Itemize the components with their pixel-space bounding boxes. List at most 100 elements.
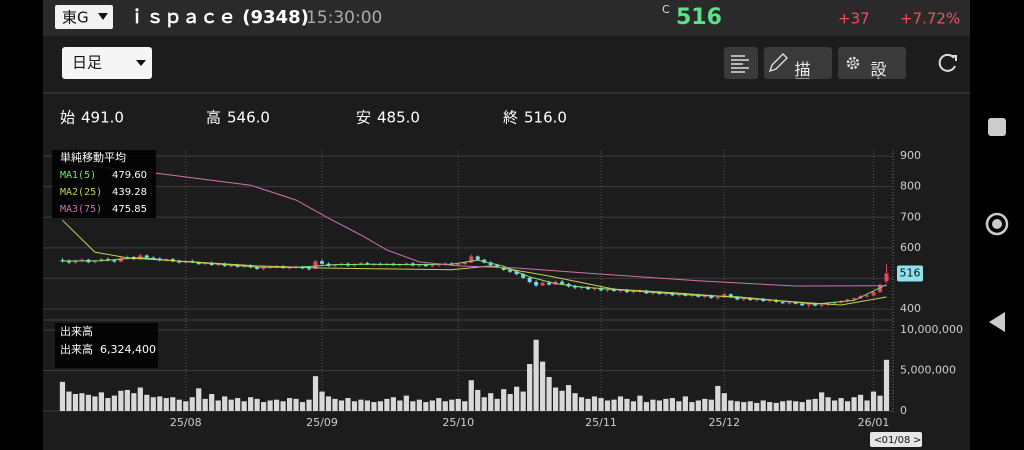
volume-bar [384,398,390,411]
y-tick-label: 0 [900,404,907,417]
candle-body [780,301,785,304]
candle-body [118,257,123,262]
volume-bar [611,399,617,411]
volume-bar [585,398,591,411]
volume-bar [189,397,195,411]
candle-body [592,288,597,290]
volume-bar [728,400,734,411]
nav-back[interactable] [989,312,1005,332]
volume-bar [124,389,130,411]
volume-bar [248,397,254,411]
volume-bar [462,401,468,411]
volume-bar [397,400,403,411]
volume-bar [163,398,169,411]
candle-body [527,277,532,283]
cursor-next[interactable]: > [913,435,921,446]
candle-body [806,304,811,306]
cursor-box[interactable] [870,432,922,447]
volume-label: 出来高 [60,342,93,356]
candle-body [573,286,578,288]
volume-bar [669,398,675,411]
volume-bar [695,400,701,411]
volume-bar [222,396,228,411]
volume-bar [170,397,176,411]
volume-bar [851,397,857,411]
volume-bar [377,401,384,411]
period-select[interactable] [62,47,152,79]
candle-body [676,294,681,296]
settings-button-clip: 設定 [838,47,906,93]
volume-bar [676,401,682,411]
dropdown-arrow [136,60,146,66]
legend-name: MA2(25) [60,187,102,198]
candle-body [618,290,623,292]
stock-name: ｉｓｐａｃｅ (9348) [128,7,309,28]
volume-bar [799,402,805,411]
ma-line [62,162,887,287]
volume-bar [351,401,358,411]
legend-value: 479.60 [112,170,147,181]
volume-bar [793,401,799,411]
volume-bar [254,398,260,411]
candle-body [884,273,889,282]
volume-bar [332,398,338,411]
market-select[interactable] [55,5,113,29]
volume-bar [494,398,500,411]
volume-bar [689,402,695,411]
candle-body [60,260,65,262]
candle-body [605,289,610,291]
candle-body [560,281,565,284]
list-button[interactable] [724,47,758,79]
x-tick-label: 25/12 [708,416,740,429]
gear-icon [846,56,860,70]
x-tick-label: 25/11 [585,416,617,429]
volume-bar [844,401,851,411]
settings-label: 設定 [868,61,887,93]
volume-bar [299,402,306,411]
volume-bar [604,400,611,411]
volume-bar [364,400,371,411]
volume-bar [131,393,137,411]
volume-bar [105,398,111,411]
candle-body [495,264,500,268]
candle-body [735,297,740,300]
ohlc-row: 始 491.0 高 546.0 安 485.0 終 516.0 [60,109,567,127]
price-tag-label: 516 [900,267,921,280]
candle-body [599,288,604,291]
volume-bar [883,359,890,411]
candle-body [521,274,526,278]
nav-recent[interactable] [988,118,1006,136]
reload-icon[interactable] [938,53,956,72]
candle-body [793,302,798,304]
volume-bar [488,393,494,411]
candle-body [203,263,208,265]
candle-body [787,302,792,304]
volume-bar [877,395,883,411]
volume-bar [403,395,409,411]
volume-bar [559,390,565,411]
volume-bar [637,395,643,411]
candle-body [112,260,117,262]
draw-button[interactable] [764,47,832,79]
candle-body [92,260,97,263]
candle-body [261,267,266,269]
candle-body [456,264,461,266]
nav-home[interactable] [985,212,1009,236]
candle-body [819,304,824,306]
volume-bar [209,394,215,411]
gear-hub [850,60,856,66]
candle-body [754,299,759,301]
cursor-prev[interactable]: < [874,435,882,446]
volume-bar [767,402,773,411]
settings-button[interactable] [838,47,906,79]
volume-bar [527,364,533,411]
volume-bar [358,399,364,411]
volume-bar [286,398,293,411]
candle-body [631,291,636,293]
volume-value: 6,324,400 [100,343,156,356]
candle-body [540,282,545,286]
candle-body [586,286,591,290]
volume-bar [501,389,507,411]
candle-body [761,299,766,302]
